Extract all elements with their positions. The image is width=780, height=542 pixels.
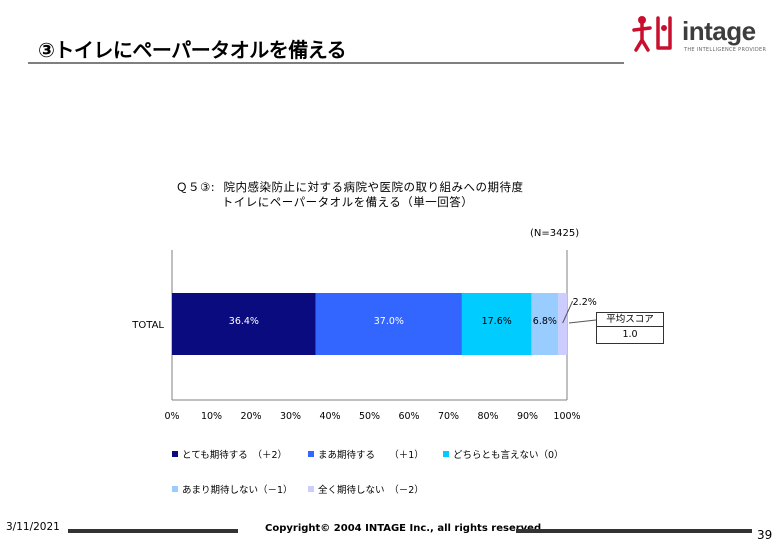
footer-rule-left: [68, 529, 238, 533]
x-tick-label: 60%: [398, 411, 419, 422]
data-label: 17.6%: [482, 316, 512, 327]
x-tick-label: 100%: [553, 411, 580, 422]
legend-label: まあ期待する （＋1）: [318, 450, 424, 461]
page-title: ③トイレにペーパータオルを備える: [38, 38, 347, 62]
logo-wordmark: intage: [682, 16, 756, 46]
callout-line: [562, 300, 574, 324]
legend-label: どちらとも言えない（0）: [453, 450, 564, 461]
bar-segment: [172, 293, 316, 355]
legend-item: あまり期待しない（－1）: [172, 482, 293, 496]
footer-rule-right: [516, 529, 752, 533]
score-connector-line: [568, 319, 597, 324]
legend-item: 全く期待しない （－2）: [308, 482, 424, 496]
legend-label: 全く期待しない （－2）: [318, 485, 424, 496]
logo-tagline: THE INTELLIGENCE PROVIDER: [684, 47, 767, 53]
bar-segment: [531, 293, 559, 355]
intage-logo: intage THE INTELLIGENCE PROVIDER: [632, 14, 772, 54]
average-score-box: 平均スコア 1.0: [596, 312, 664, 344]
legend-swatch: [172, 451, 178, 457]
title-rule: [28, 62, 624, 64]
legend-label: とても期待する （＋2）: [182, 450, 288, 461]
x-tick-label: 10%: [201, 411, 222, 422]
x-tick-label: 80%: [477, 411, 498, 422]
bar-segment: [461, 293, 532, 355]
x-tick-label: 70%: [438, 411, 459, 422]
x-tick-label: 40%: [319, 411, 340, 422]
intage-logo-icon: [632, 16, 672, 52]
data-label: 2.2%: [573, 297, 597, 308]
legend-item: とても期待する （＋2）: [172, 447, 287, 461]
x-tick-label: 90%: [517, 411, 538, 422]
average-score-label: 平均スコア: [596, 312, 664, 327]
data-label: 37.0%: [374, 316, 404, 327]
x-tick-label: 50%: [359, 411, 380, 422]
legend-swatch: [443, 451, 449, 457]
footer-date: 3/11/2021: [6, 521, 60, 533]
bar-segment: [558, 293, 567, 355]
x-tick-label: 30%: [280, 411, 301, 422]
chart-title: Ｑ５③: 院内感染防止に対する病院や医院の取り組みへの期待度 トイレにペーパータ…: [176, 180, 524, 209]
average-score-value: 1.0: [596, 327, 664, 344]
legend-swatch: [308, 451, 314, 457]
data-label: 6.8%: [533, 316, 557, 327]
legend-item: まあ期待する （＋1）: [308, 447, 424, 461]
page-number: 39: [757, 528, 773, 542]
bar-segment: [315, 293, 462, 355]
x-tick-label: 0%: [164, 411, 179, 422]
legend-item: どちらとも言えない（0）: [443, 447, 564, 461]
category-label: TOTAL: [131, 320, 164, 331]
x-tick-label: 20%: [240, 411, 261, 422]
legend-swatch: [172, 486, 178, 492]
data-label: 36.4%: [229, 316, 259, 327]
legend-swatch: [308, 486, 314, 492]
footer-copyright: Copyright© 2004 INTAGE Inc., all rights …: [265, 523, 545, 534]
legend-label: あまり期待しない（－1）: [182, 485, 293, 496]
sample-size: (N=3425): [530, 228, 580, 239]
